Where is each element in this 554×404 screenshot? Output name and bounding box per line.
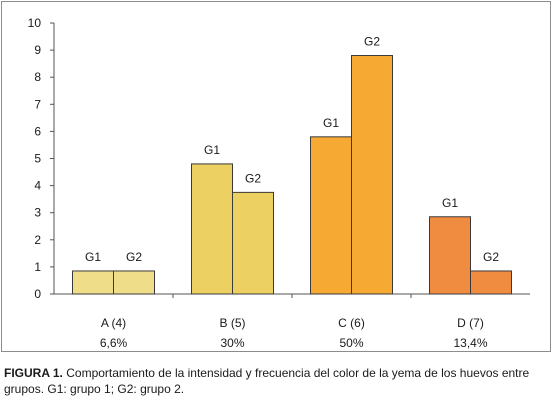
bar-data-label: G1 — [85, 250, 101, 264]
y-tick-label: 7 — [34, 97, 41, 111]
category-label: B (5) — [219, 316, 245, 330]
bar-data-label: G1 — [204, 143, 220, 157]
bar — [351, 55, 393, 295]
y-tick-label: 1 — [34, 260, 41, 274]
bar — [191, 163, 233, 295]
bar-data-label: G2 — [364, 35, 380, 49]
y-tick-label: 0 — [34, 287, 41, 301]
y-tick-label: 3 — [34, 206, 41, 220]
category-label: D (7) — [457, 316, 484, 330]
y-tick-label: 5 — [34, 152, 41, 166]
y-tick-label: 4 — [34, 179, 41, 193]
category-label: C (6) — [338, 316, 365, 330]
bar — [310, 136, 352, 295]
bar-data-label: G1 — [323, 116, 339, 130]
bar-chart: 0 1 2 3 4 5 6 7 8 9 10 G1 G2 A (4) 6,6% G1 G2 B (5) 30% G1 G… — [28, 16, 530, 350]
bar — [429, 216, 471, 295]
category-label: A (4) — [101, 316, 126, 330]
bar — [470, 270, 512, 295]
y-tick-label: 2 — [34, 233, 41, 247]
category-percent-label: 13,4% — [453, 336, 487, 350]
category-percent-label: 6,6% — [100, 336, 128, 350]
bar-data-label: G1 — [442, 196, 458, 210]
y-tick-label: 9 — [34, 43, 41, 57]
category-percent-label: 30% — [220, 336, 244, 350]
caption-label: FIGURA 1. — [4, 366, 63, 380]
bar-data-label: G2 — [126, 250, 142, 264]
bar — [72, 270, 114, 295]
caption-text: Comportamiento de la intensidad y frecue… — [4, 366, 530, 396]
bar — [232, 191, 274, 295]
category-percent-label: 50% — [339, 336, 363, 350]
bar-data-label: G2 — [483, 250, 499, 264]
y-tick-label: 8 — [34, 70, 41, 84]
bar — [113, 270, 155, 295]
figure-caption: FIGURA 1. Comportamiento de la intensida… — [4, 365, 552, 397]
y-tick-label: 10 — [28, 16, 42, 30]
bar-data-label: G2 — [245, 171, 261, 185]
y-tick-label: 6 — [34, 124, 41, 138]
